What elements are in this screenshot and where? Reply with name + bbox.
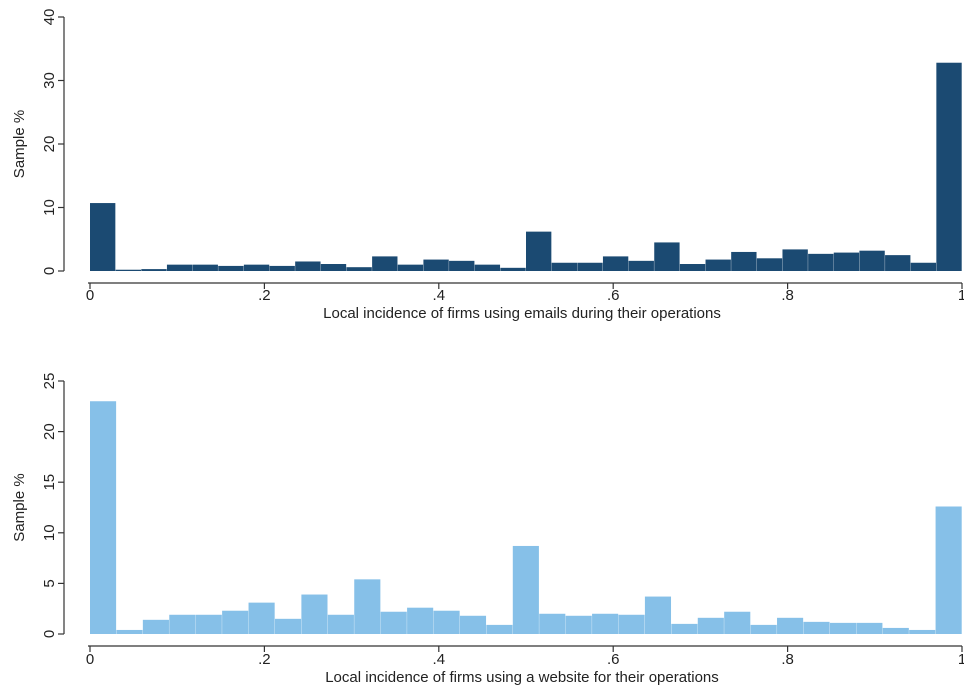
email-bar-33 [936,62,962,271]
email-bar-16 [500,267,526,271]
website-bar-14 [459,615,487,634]
email-bar-24 [705,259,731,271]
email-y-tick-label: 0 [41,267,58,275]
email-bar-23 [679,264,706,271]
email-bar-22 [654,242,680,271]
email-x-tick-label: 0 [86,287,94,304]
website-bar-7 [274,618,302,634]
website-bar-9 [327,614,354,634]
website-y-tick-label: 0 [41,630,58,638]
email-bar-15 [474,264,501,271]
email-bar-20 [602,256,629,271]
email-bar-12 [397,264,424,271]
website-bar-24 [724,611,751,634]
website-bar-0 [90,401,117,634]
website-bar-31 [909,629,936,634]
email-bar-4 [192,264,218,271]
email-bar-6 [243,264,270,271]
email-bar-31 [885,255,911,272]
email-bar-5 [218,265,244,271]
website-x-tick-label: 0 [86,651,94,668]
email-bar-11 [372,256,398,271]
website-y-tick-label: 15 [41,474,58,491]
website-bar-3 [169,614,196,634]
email-bar-1 [115,269,141,271]
website-bar-10 [354,579,381,634]
email-x-tick-label: 1 [958,287,964,304]
website-y-tick-label: 10 [41,524,58,541]
email-bar-3 [166,264,193,271]
email-bar-32 [910,262,937,271]
website-bar-1 [116,629,143,634]
website-bar-16 [512,545,539,634]
website-y-tick-label: 25 [41,373,58,390]
website-bar-19 [592,613,619,634]
website-bar-32 [935,506,962,634]
email-y-tick-label: 10 [41,199,58,216]
website-bar-21 [644,596,672,634]
email-x-tick-label: .6 [607,287,620,304]
website-bar-17 [539,613,566,634]
website-bar-30 [882,627,909,634]
email-y-tick-label: 30 [41,72,58,89]
website-bar-27 [803,621,830,634]
email-x-axis-title: Local incidence of firms using emails du… [323,305,721,322]
email-bar-14 [449,260,475,271]
email-bar-17 [526,231,552,271]
website-bar-25 [750,624,777,634]
website-x-tick-label: 1 [958,651,964,668]
email-bar-8 [295,261,321,271]
email-bar-27 [782,249,808,271]
email-bar-28 [808,253,834,271]
website-x-tick-label: .4 [433,651,446,668]
email-bar-10 [346,267,372,271]
website-bar-5 [222,610,249,634]
website-bar-26 [777,617,804,634]
email-bar-9 [320,264,347,271]
website-bar-18 [565,615,592,634]
website-bar-22 [671,623,698,634]
website-bar-6 [248,602,275,634]
website-bar-29 [856,622,883,634]
email-y-tick-label: 40 [41,9,58,26]
email-bar-26 [756,258,783,271]
website-x-tick-label: .8 [781,651,794,668]
email-bar-25 [731,251,757,271]
email-histogram-panel: 0 10 20 30 40 0 .2 .4 .6 .8 1 Local incidence of fi… [11,9,964,322]
website-bar-20 [618,614,645,634]
email-bar-29 [833,252,860,271]
website-bar-4 [195,614,222,634]
email-bar-13 [423,259,449,271]
email-bar-21 [628,260,654,271]
website-y-tick-label: 20 [41,423,58,440]
website-x-axis-title: Local incidence of firms using a website… [325,669,719,686]
website-bar-13 [433,610,460,634]
email-bar-0 [90,203,116,271]
email-bar-19 [577,262,603,271]
website-bar-8 [301,594,328,634]
email-bar-18 [551,262,577,271]
email-y-tick-label: 20 [41,136,58,153]
website-x-tick-label: .2 [258,651,271,668]
website-bar-15 [486,624,513,634]
email-bar-7 [269,265,295,271]
email-x-tick-label: .8 [781,287,794,304]
website-histogram-panel: 0 5 10 15 20 25 0 .2 .4 .6 .8 1 Local incidence of f… [11,373,964,686]
website-bar-2 [142,619,169,634]
website-bar-11 [380,611,407,634]
email-bar-30 [859,250,885,271]
website-bar-23 [697,617,724,634]
website-y-axis-title: Sample % [11,473,28,541]
website-bar-12 [407,607,434,634]
website-bar-28 [829,622,856,634]
email-y-axis-title: Sample % [11,110,28,178]
email-x-tick-label: .4 [433,287,446,304]
email-x-tick-label: .2 [258,287,271,304]
website-x-tick-label: .6 [607,651,620,668]
email-bar-2 [141,269,167,271]
website-y-tick-label: 5 [41,579,58,587]
